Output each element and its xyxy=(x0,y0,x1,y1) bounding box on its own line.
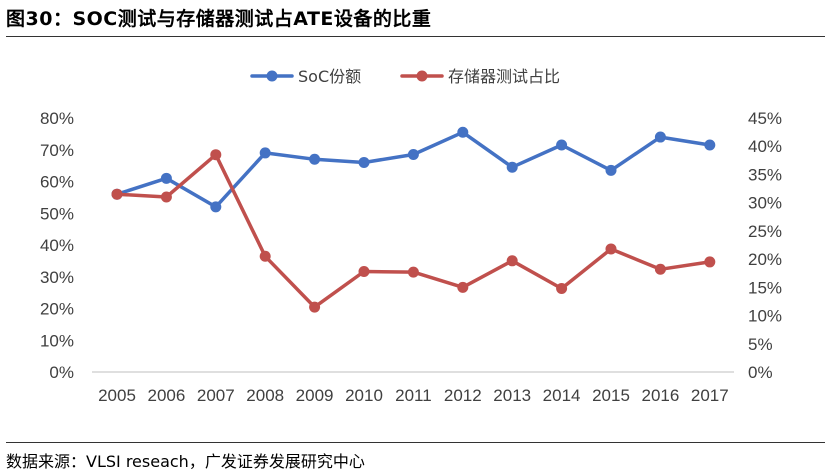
right-tick-label: 20% xyxy=(748,250,782,269)
series-1-point xyxy=(605,243,617,255)
x-tick-label: 2017 xyxy=(691,386,729,405)
series-1-point xyxy=(309,301,321,313)
series-0-point xyxy=(605,164,617,176)
series-0-point xyxy=(358,156,370,168)
left-tick-label: 80% xyxy=(40,109,74,128)
left-tick-label: 40% xyxy=(40,236,74,255)
series-line-0 xyxy=(115,130,712,209)
series-1-point xyxy=(506,255,518,267)
series-0-point xyxy=(210,201,222,213)
series-0-point xyxy=(704,139,716,151)
chart-legend: SoC份额 存储器测试占比 xyxy=(250,67,560,86)
left-tick-label: 0% xyxy=(49,363,74,382)
series-1-point xyxy=(358,266,370,278)
legend-swatch-marker xyxy=(416,70,428,82)
series-0-point xyxy=(309,153,321,165)
series-1-point xyxy=(111,188,123,200)
title-divider xyxy=(6,36,825,37)
left-tick-label: 50% xyxy=(40,204,74,223)
legend-label: 存储器测试占比 xyxy=(448,67,560,86)
figure-title: 图30：SOC测试与存储器测试占ATE设备的比重 xyxy=(6,8,432,30)
series-line-1 xyxy=(115,152,712,309)
x-tick-label: 2008 xyxy=(246,386,284,405)
right-tick-label: 25% xyxy=(748,222,782,241)
x-tick-label: 2010 xyxy=(345,386,383,405)
series-1-point xyxy=(457,281,469,293)
right-tick-label: 45% xyxy=(748,109,782,128)
series-0-point xyxy=(160,172,172,184)
series-1-point xyxy=(259,250,271,262)
series-1-point xyxy=(160,191,172,203)
source-divider xyxy=(6,442,825,443)
series-1-point xyxy=(654,263,666,275)
right-tick-label: 0% xyxy=(748,363,773,382)
x-tick-label: 2011 xyxy=(395,386,432,405)
x-tick-label: 2014 xyxy=(543,386,581,405)
x-tick-label: 2015 xyxy=(592,386,630,405)
series-0-point xyxy=(654,131,666,143)
right-tick-label: 30% xyxy=(748,194,782,213)
left-tick-label: 20% xyxy=(40,300,74,319)
left-y-axis: 0% 10% 20% 30% 40% 50% 60% 70% 80% xyxy=(40,109,74,382)
series-0-point xyxy=(259,147,271,159)
right-tick-label: 5% xyxy=(748,335,773,354)
x-tick-label: 2007 xyxy=(197,386,235,405)
series-1-point xyxy=(210,149,222,161)
series-0-point xyxy=(556,139,568,151)
x-tick-label: 2012 xyxy=(444,386,482,405)
x-tick-label: 2006 xyxy=(147,386,185,405)
series-0-point xyxy=(506,161,518,173)
left-tick-label: 10% xyxy=(40,331,74,350)
series-0-point xyxy=(457,126,469,138)
legend-label: SoC份额 xyxy=(298,67,361,86)
legend-swatch-marker xyxy=(266,70,278,82)
x-tick-label: 2013 xyxy=(493,386,531,405)
x-tick-label: 2009 xyxy=(296,386,334,405)
series-1-point xyxy=(556,282,568,294)
series-0-point xyxy=(407,149,419,161)
x-axis: 2005 2006 2007 2008 2009 2010 2011 2012 2013 2014… xyxy=(92,371,734,405)
right-tick-label: 35% xyxy=(748,165,782,184)
source-note: 数据来源：VLSI reseach，广发证券发展研究中心 xyxy=(6,452,365,471)
right-tick-label: 15% xyxy=(748,278,782,297)
right-y-axis: 0% 5% 10% 15% 20% 25% 30% 35% 40% 45% xyxy=(748,109,782,382)
x-tick-label: 2005 xyxy=(98,386,136,405)
x-tick-label: 2016 xyxy=(641,386,679,405)
right-tick-label: 10% xyxy=(748,307,782,326)
series-group xyxy=(111,126,716,313)
left-tick-label: 60% xyxy=(40,173,74,192)
series-1-point xyxy=(407,266,419,278)
right-tick-label: 40% xyxy=(748,137,782,156)
series-1-point xyxy=(704,256,716,268)
left-tick-label: 70% xyxy=(40,141,74,160)
left-tick-label: 30% xyxy=(40,268,74,287)
